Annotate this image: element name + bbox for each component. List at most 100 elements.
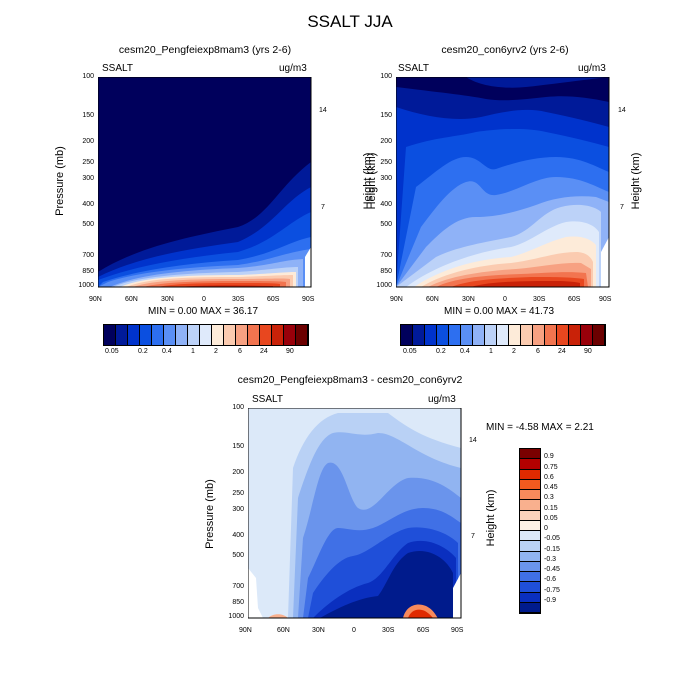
panel-2-x-tick: 30N — [462, 296, 475, 303]
colorbar-swatch — [520, 449, 540, 460]
colorbar-label: 0.4 — [162, 348, 172, 355]
panel-3-title: cesm20_Pengfeiexp8mam3 - cesm20_con6yrv2 — [237, 374, 463, 386]
colorbar-swatch — [224, 325, 236, 345]
colorbar-swatch — [520, 592, 540, 603]
colorbar-label: 0.75 — [544, 463, 558, 471]
panel-1-colorbar — [103, 324, 309, 346]
colorbar-swatch — [520, 479, 540, 490]
panel-1-y-tick: 500 — [82, 221, 94, 228]
colorbar-swatch — [272, 325, 284, 345]
panel-3-units-label: ug/m3 — [428, 394, 456, 405]
panel-3-x-tick: 90N — [239, 627, 252, 634]
panel-1-min-max: MIN = 0.00 MAX = 36.17 — [148, 306, 259, 317]
panel-2-y-tick: 300 — [380, 175, 392, 182]
panel-3-height-tick: 14 — [469, 437, 477, 444]
panel-2-y-tick: 200 — [380, 138, 392, 145]
main-title: SSALT JJA — [307, 12, 393, 31]
colorbar-swatch — [473, 325, 485, 345]
panel-2-colorbar — [400, 324, 606, 346]
panel-3-variable-label: SSALT — [252, 394, 283, 405]
colorbar-swatch — [569, 325, 581, 345]
panel-1-units-label: ug/m3 — [279, 63, 307, 74]
panel-2-height-tick: 7 — [620, 204, 624, 211]
colorbar-label: -0.75 — [544, 586, 560, 594]
panel-3-x-tick: 60S — [417, 627, 430, 634]
panel-2-x-tick: 60S — [568, 296, 581, 303]
colorbar-swatch — [248, 325, 260, 345]
panel-1-x-tick: 90N — [89, 296, 102, 303]
colorbar-label: -0.05 — [544, 535, 560, 543]
panel-1-y-axis-label: Pressure (mb) — [54, 146, 66, 216]
panel-1-y-tick: 100 — [82, 73, 94, 80]
panel-2-band — [396, 77, 609, 102]
colorbar-swatch — [296, 325, 308, 345]
colorbar-label: 0.3 — [544, 494, 554, 502]
panel-2-y-tick: 700 — [380, 252, 392, 259]
panel-3-polar-missing — [453, 573, 461, 618]
panel-1-contour-plot — [98, 77, 312, 288]
colorbar-swatch — [509, 325, 521, 345]
panel-3-x-ticks: 90N 60N 30N 0 30S 60S 90S — [239, 627, 463, 637]
panel-3-y-tick: 700 — [232, 583, 244, 590]
colorbar-label: -0.6 — [544, 576, 557, 584]
panel-1-y-tick: 850 — [82, 268, 94, 275]
panel-2-x-ticks: 90N 60N 30N 0 30S 60S 90S — [390, 296, 611, 306]
colorbar-swatch — [164, 325, 176, 345]
colorbar-label: 0.05 — [544, 514, 558, 522]
colorbar-label: 90 — [584, 348, 592, 355]
colorbar-swatch — [401, 325, 413, 345]
panel-2-y-tick: 100 — [380, 73, 392, 80]
panel-1-y-ticks: 100 150 200 250 300 400 500 700 850 1000 — [68, 73, 94, 289]
panel-3-x-tick: 0 — [352, 627, 356, 634]
panel-1-y-tick: 250 — [82, 159, 94, 166]
colorbar-swatch — [520, 551, 540, 562]
panel-3-y-tick: 200 — [232, 469, 244, 476]
colorbar-swatch — [188, 325, 200, 345]
panel-2-min-max: MIN = 0.00 MAX = 41.73 — [444, 306, 555, 317]
colorbar-swatch — [485, 325, 497, 345]
colorbar-swatch — [200, 325, 212, 345]
panel-2-height-tick: 14 — [618, 107, 626, 114]
colorbar-swatch — [581, 325, 593, 345]
panel-3-y-tick: 500 — [232, 552, 244, 559]
panel-1-x-tick: 0 — [202, 296, 206, 303]
panel-1-x-tick: 90S — [302, 296, 315, 303]
panel-1-x-tick: 30N — [161, 296, 174, 303]
panel-3-y-tick: 150 — [232, 443, 244, 450]
colorbar-label: 0.4 — [460, 348, 470, 355]
panel-1-y-tick: 400 — [82, 201, 94, 208]
panel-1-y-tick: 150 — [82, 112, 94, 119]
colorbar-swatch — [520, 572, 540, 583]
panel-3-y-ticks: 100 150 200 250 300 400 500 700 850 1000 — [218, 404, 244, 620]
panel-2-x-tick: 30S — [533, 296, 546, 303]
panel-3-contour-plot — [248, 408, 462, 619]
colorbar-swatch — [520, 469, 540, 480]
colorbar-swatch — [520, 531, 540, 542]
colorbar-label: 1 — [191, 348, 195, 355]
colorbar-label: 0.05 — [105, 348, 119, 355]
colorbar-label: -0.3 — [544, 555, 557, 563]
colorbar-swatch — [128, 325, 140, 345]
colorbar-swatch — [520, 541, 540, 552]
colorbar-label: 24 — [558, 348, 566, 355]
colorbar-label: 0 — [544, 525, 548, 532]
panel-2-x-tick: 90N — [390, 296, 403, 303]
colorbar-swatch — [520, 510, 540, 521]
panel-2-polar-missing — [601, 237, 609, 287]
colorbar-swatch — [520, 602, 540, 613]
colorbar-swatch — [520, 459, 540, 470]
colorbar-swatch — [152, 325, 164, 345]
panel-3-height-tick: 7 — [471, 533, 475, 540]
colorbar-swatch — [461, 325, 473, 345]
panel-2-x-tick: 0 — [503, 296, 507, 303]
colorbar-swatch — [521, 325, 533, 345]
colorbar-swatch — [437, 325, 449, 345]
panel-1-x-tick: 60N — [125, 296, 138, 303]
colorbar-label: 24 — [260, 348, 268, 355]
panel-2-x-tick: 60N — [426, 296, 439, 303]
panel-2-y-tick: 1000 — [376, 282, 392, 289]
colorbar-label: -0.45 — [544, 566, 560, 573]
panel-3-colorbar — [519, 448, 541, 614]
colorbar-swatch — [176, 325, 188, 345]
colorbar-swatch — [116, 325, 128, 345]
